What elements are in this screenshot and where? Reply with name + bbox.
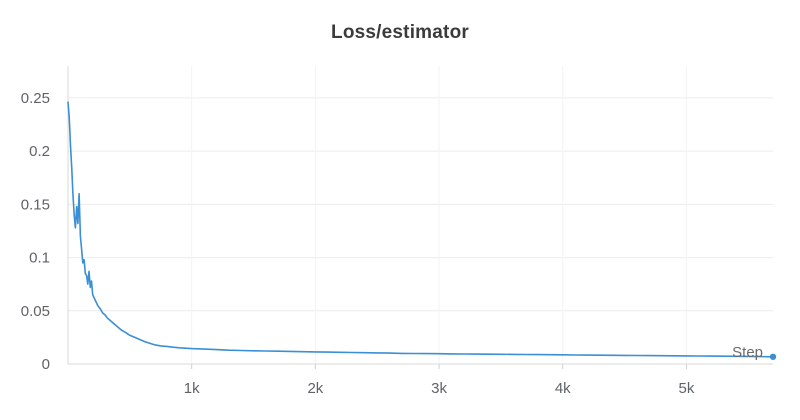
x-tick-label: 3k [431,380,447,397]
x-tick-label: 2k [307,380,323,397]
x-tick-label: 5k [678,380,694,397]
series-line [67,101,774,358]
y-tick-label: 0.15 [21,196,50,213]
labels-layer: 0 0.05 0.1 0.15 0.2 0.25 1k 2k 3k 4k 5k Step [21,90,763,397]
series-layer [67,101,777,360]
y-tick-label: 0.05 [21,303,50,320]
x-tick-label: 1k [184,380,200,397]
grid-layer [68,66,773,364]
y-tick-label: 0.2 [29,143,50,160]
x-axis-label: Step [732,344,763,361]
series-end-point [769,353,777,360]
axes-layer [67,66,773,369]
chart-title: Loss/estimator [331,22,469,43]
y-tick-label: 0 [42,356,50,373]
x-tick-label: 4k [555,380,571,397]
y-tick-label: 0.1 [29,250,50,267]
y-tick-label: 0.25 [21,90,50,107]
